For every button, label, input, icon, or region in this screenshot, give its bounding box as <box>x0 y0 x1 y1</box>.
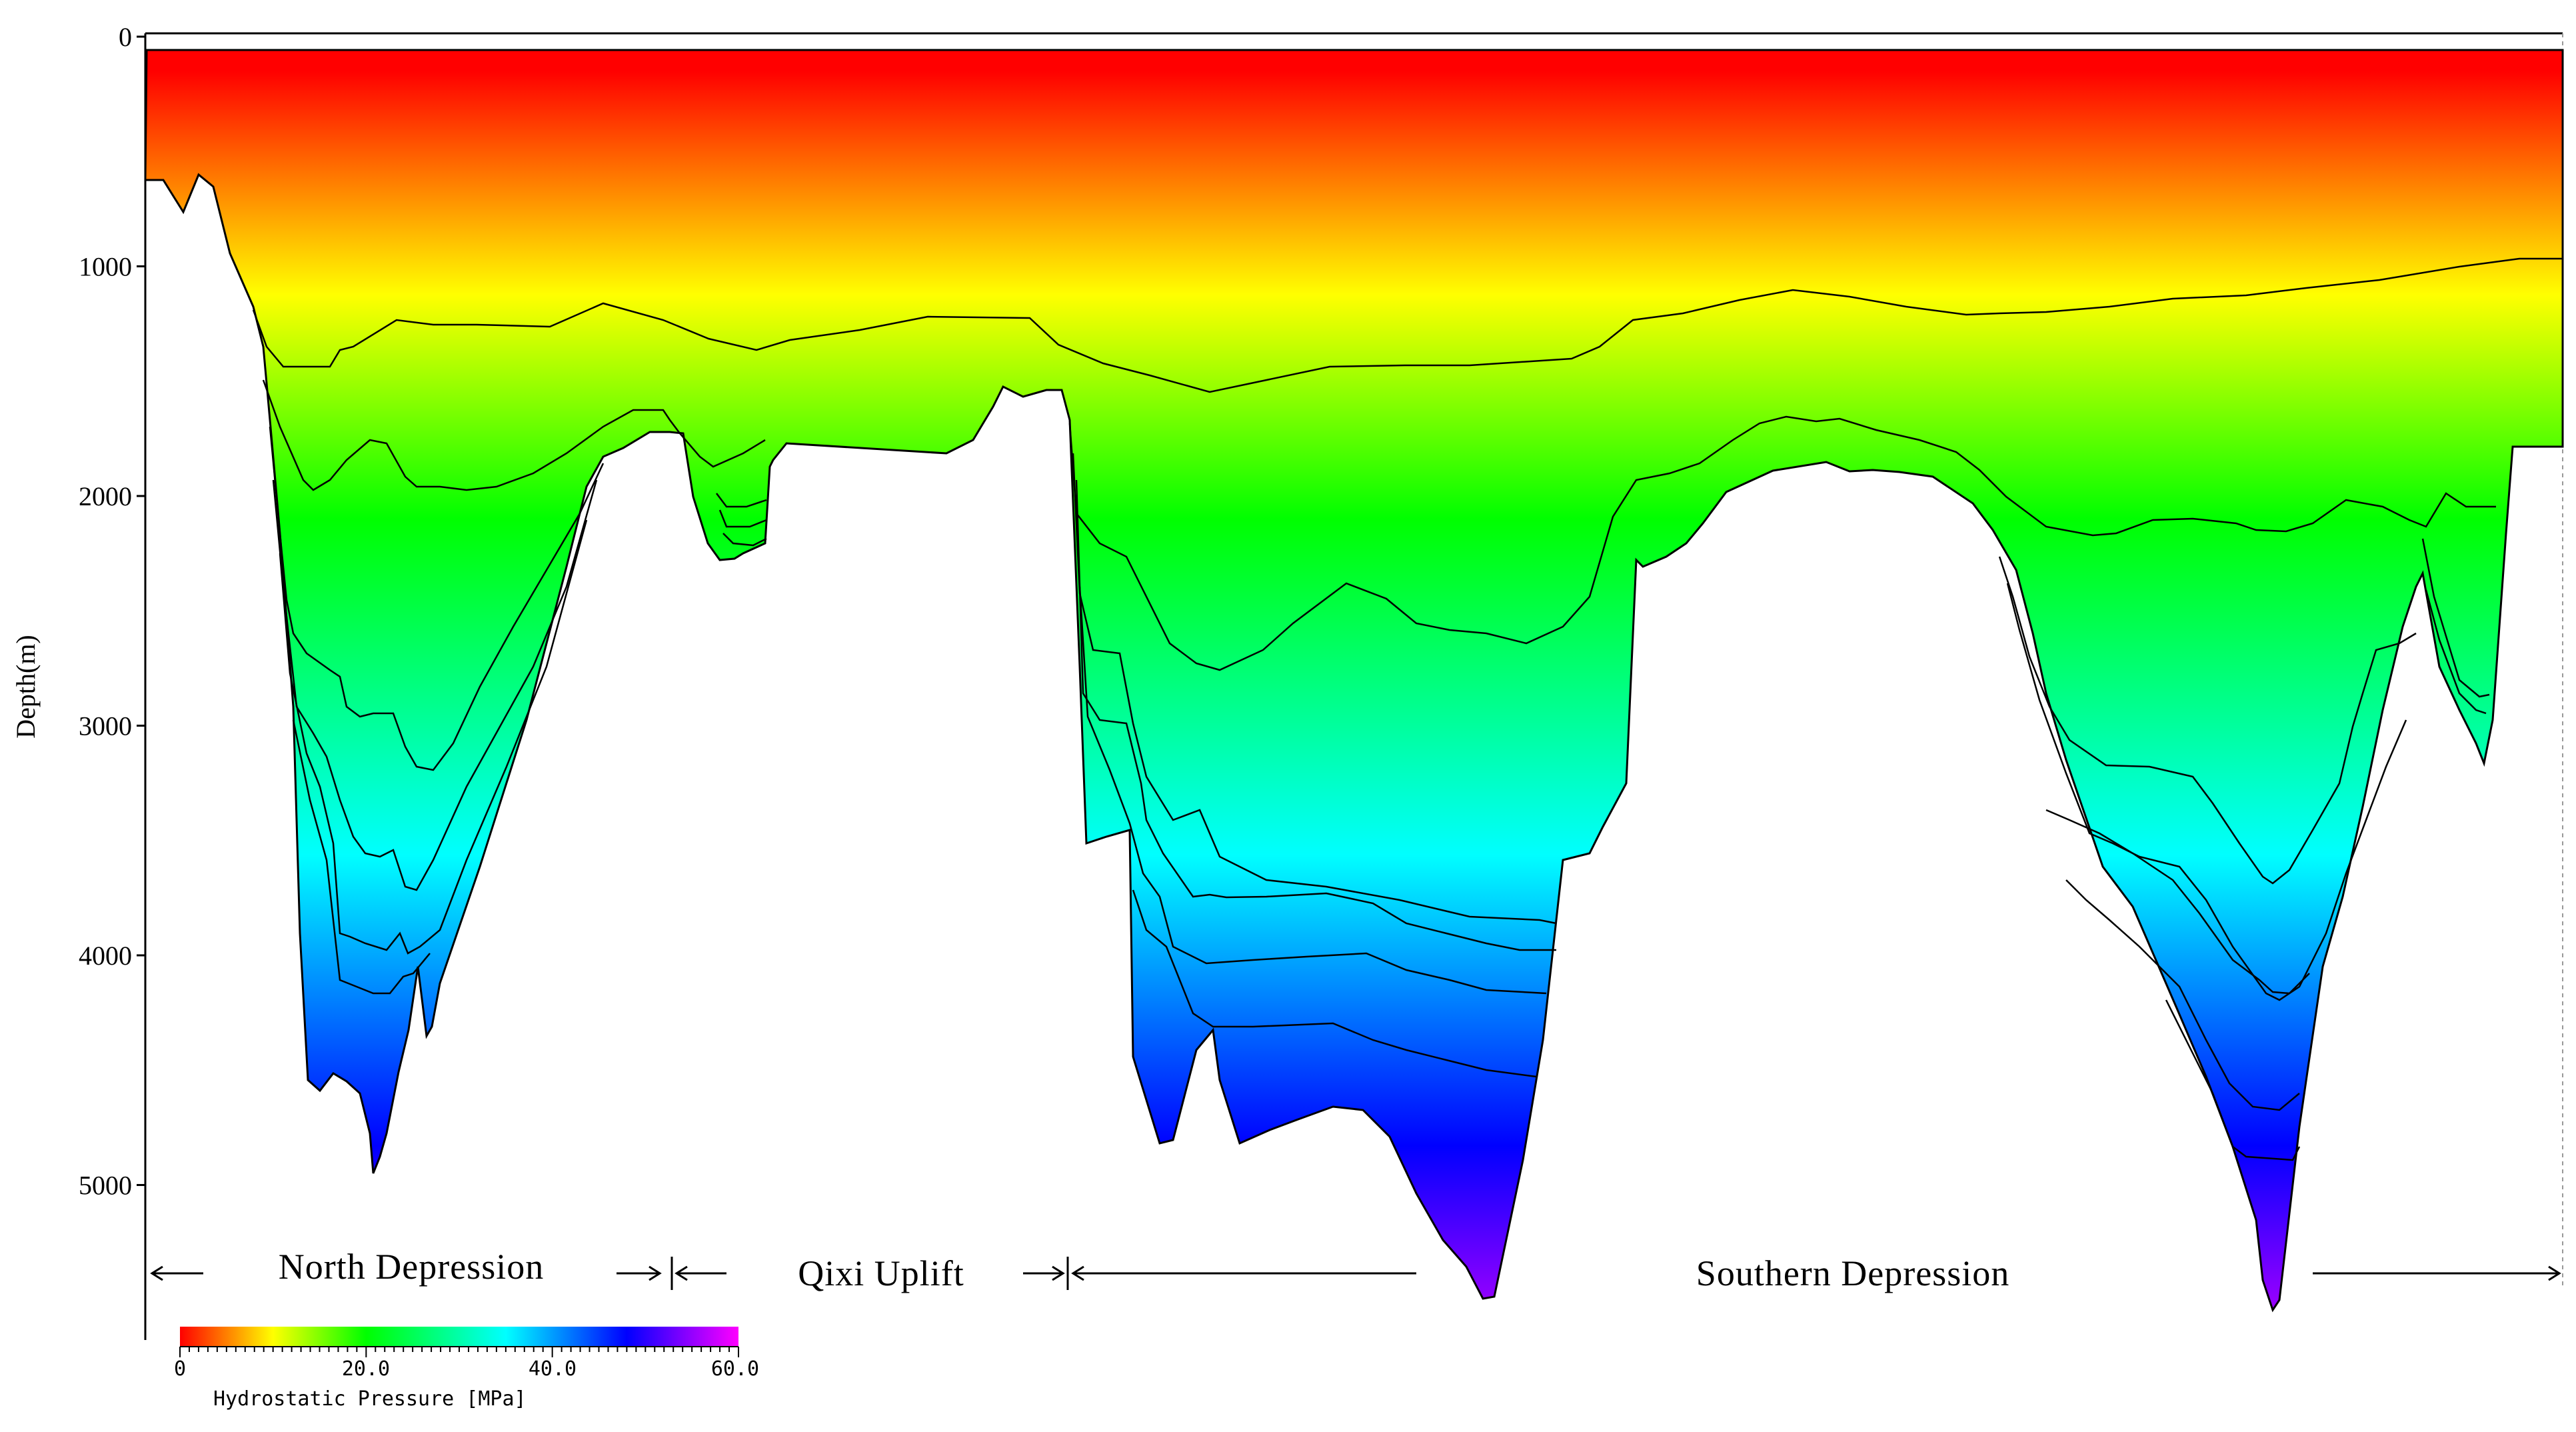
depth-tick-label: 1000 <box>79 252 132 282</box>
depth-tick-label: 5000 <box>79 1171 132 1201</box>
contour-line <box>2165 999 2301 1161</box>
color-scale-bar <box>180 1327 738 1347</box>
color-scale-label: 0 <box>174 1357 186 1381</box>
color-scale-ticks <box>179 1346 739 1357</box>
color-scale-title: Hydrostatic Pressure [MPa] <box>213 1387 527 1411</box>
depth-tick-label: 3000 <box>79 711 132 741</box>
contour-line <box>269 426 2490 925</box>
region-label-southern-depression: Southern Depression <box>1696 1253 2009 1293</box>
depth-tick-label: 4000 <box>79 941 132 971</box>
region-annotations <box>150 1257 2561 1290</box>
contour-line <box>252 257 2563 393</box>
color-scale-legend: 0 20.0 40.0 60.0 Hydrostatic Pressure [M… <box>174 1327 759 1411</box>
color-scale-label: 60.0 <box>711 1357 759 1381</box>
section-body <box>144 49 2564 1313</box>
depth-axis-title: Depth(m) <box>11 635 41 739</box>
region-label-qixi-uplift: Qixi Uplift <box>798 1253 964 1293</box>
contour-line <box>272 479 2487 1001</box>
depth-tick-label: 0 <box>119 22 132 52</box>
depth-axis: 0 1000 2000 3000 4000 5000 <box>79 22 145 1201</box>
pressure-field <box>144 49 2564 1313</box>
contour-lines <box>252 257 2563 1161</box>
contour-line <box>262 379 2496 671</box>
depth-tick-label: 2000 <box>79 481 132 511</box>
region-label-north-depression: North Depression <box>279 1247 544 1287</box>
color-scale-label: 20.0 <box>342 1357 390 1381</box>
contour-line <box>292 719 2300 1111</box>
color-scale-label: 40.0 <box>529 1357 577 1381</box>
contour-line <box>279 519 2310 995</box>
